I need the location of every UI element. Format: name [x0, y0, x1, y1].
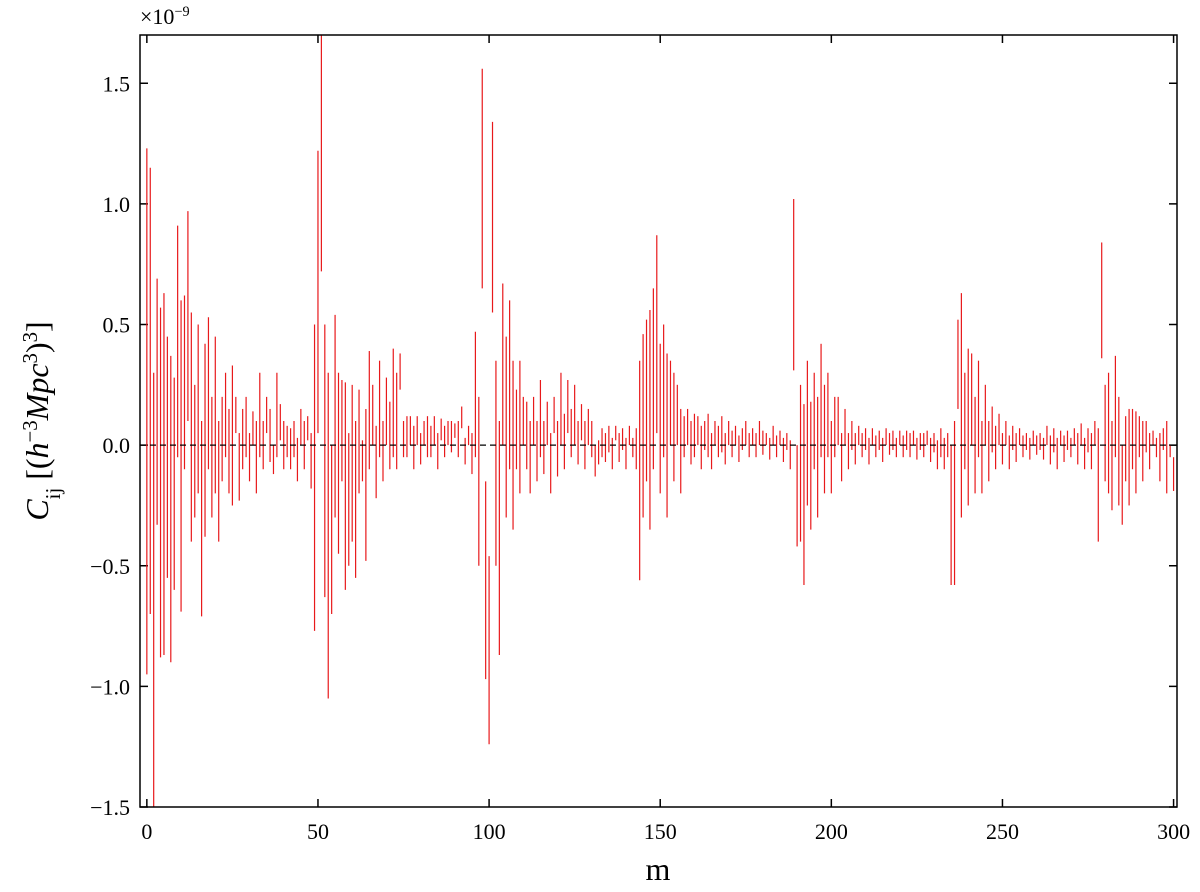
x-tick-label: 300 — [1157, 819, 1190, 844]
y-tick-label: 0.5 — [103, 313, 131, 338]
label-part: h — [19, 442, 55, 458]
y-tick-label: −1.5 — [90, 795, 130, 820]
label-part: [( — [19, 458, 55, 487]
label-part: Mpc — [19, 363, 55, 421]
label-part: 3 — [19, 353, 42, 363]
y-axis-title: Cij [(h−3Mpc3)3] — [19, 321, 65, 520]
label-part: ) — [19, 342, 55, 353]
x-tick-label: 50 — [307, 819, 329, 844]
x-tick-label: 0 — [141, 819, 152, 844]
label-part: ij — [42, 488, 65, 500]
label-part: 3 — [19, 332, 42, 342]
label-part: C — [19, 499, 55, 521]
y-tick-label: 1.5 — [103, 71, 131, 96]
y-tick-label: 0.0 — [103, 433, 131, 458]
y-offset-label: ×10−9 — [140, 4, 190, 29]
y-tick-label: −1.0 — [90, 674, 130, 699]
x-axis-title: m — [646, 851, 671, 887]
label-part: −3 — [19, 420, 42, 442]
x-tick-label: 250 — [986, 819, 1019, 844]
x-tick-label: 100 — [473, 819, 506, 844]
plot-frame — [139, 34, 1178, 808]
label-part: ] — [19, 321, 55, 332]
label-part: −9 — [174, 4, 189, 20]
label-part: ×10 — [140, 4, 174, 29]
x-tick-label: 200 — [815, 819, 848, 844]
y-tick-label: 1.0 — [103, 192, 131, 217]
x-tick-label: 150 — [644, 819, 677, 844]
y-tick-label: −0.5 — [90, 554, 130, 579]
